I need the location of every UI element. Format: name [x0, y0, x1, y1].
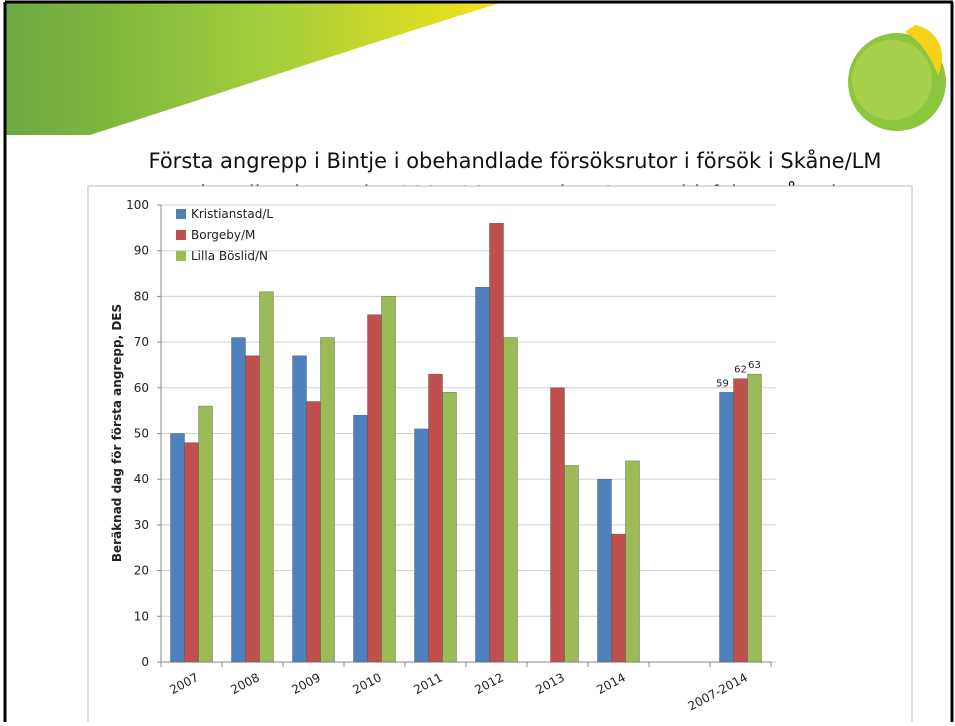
y-tick-label: 50	[134, 427, 149, 441]
legend-swatch	[176, 251, 186, 261]
bar	[321, 338, 335, 662]
bar	[565, 465, 579, 662]
y-tick-label: 70	[134, 335, 149, 349]
value-label: 62	[734, 365, 747, 376]
y-tick-label: 10	[134, 609, 149, 623]
bar	[199, 406, 213, 662]
bar	[490, 223, 504, 662]
y-axis-label: Beräknad dag för första angrepp, DES	[110, 304, 124, 562]
bar	[612, 534, 626, 662]
bar	[260, 292, 274, 662]
bar	[748, 374, 762, 662]
y-tick-label: 40	[134, 472, 149, 486]
bar	[551, 388, 565, 662]
y-tick-label: 30	[134, 518, 149, 532]
legend-label: Kristianstad/L	[191, 207, 273, 221]
bar	[720, 392, 734, 662]
bar	[185, 443, 199, 662]
bar	[246, 356, 260, 662]
y-tick-label: 0	[141, 655, 149, 669]
logo	[848, 25, 946, 131]
bar	[232, 338, 246, 662]
legend-swatch	[176, 230, 186, 240]
chart-title: Första angrepp i Bintje i obehandlade fö…	[149, 148, 882, 173]
bar	[504, 338, 518, 662]
bar	[443, 392, 457, 662]
bar	[354, 415, 368, 662]
bar	[307, 402, 321, 662]
y-tick-label: 90	[134, 244, 149, 258]
swoosh	[5, 3, 500, 135]
bar	[476, 287, 490, 662]
value-label: 59	[716, 378, 729, 389]
legend-swatch	[176, 209, 186, 219]
legend-label: Lilla Böslid/N	[191, 249, 268, 263]
bar	[429, 374, 443, 662]
legend-label: Borgeby/M	[191, 228, 255, 242]
bar	[626, 461, 640, 662]
bar	[382, 296, 396, 662]
slide: Första angrepp i Bintje i obehandlade fö…	[0, 0, 955, 722]
bar	[415, 429, 429, 662]
y-tick-label: 100	[126, 198, 149, 212]
bar	[293, 356, 307, 662]
y-tick-label: 60	[134, 381, 149, 395]
bar	[368, 315, 382, 662]
bar	[598, 479, 612, 662]
chart: Första angrepp i Bintje i obehandlade fö…	[0, 0, 955, 722]
bar	[734, 379, 748, 662]
value-label: 63	[748, 360, 761, 371]
y-tick-label: 20	[134, 564, 149, 578]
y-tick-label: 80	[134, 289, 149, 303]
bar	[171, 434, 185, 663]
